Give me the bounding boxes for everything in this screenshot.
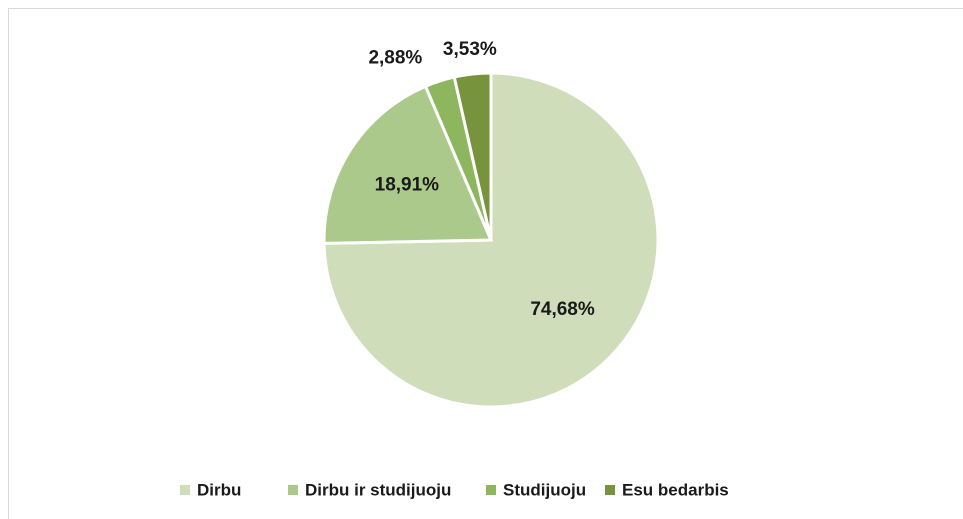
data-label: 2,88% [368,47,422,68]
legend-label: Dirbu [197,480,241,499]
data-label: 3,53% [443,39,497,60]
legend-label: Dirbu ir studijuoju [305,480,451,499]
legend-swatch [288,485,298,495]
legend-label: Esu bedarbis [622,480,729,499]
legend-swatch [605,485,615,495]
legend-label: Studijuoju [503,480,586,499]
pie-slice [322,84,494,245]
pie-slice [452,71,493,241]
data-label: 74,68% [530,299,595,320]
pie-slice [322,71,660,409]
data-label: 18,91% [375,175,440,196]
legend-swatch [180,485,190,495]
legend-swatch [486,485,496,495]
